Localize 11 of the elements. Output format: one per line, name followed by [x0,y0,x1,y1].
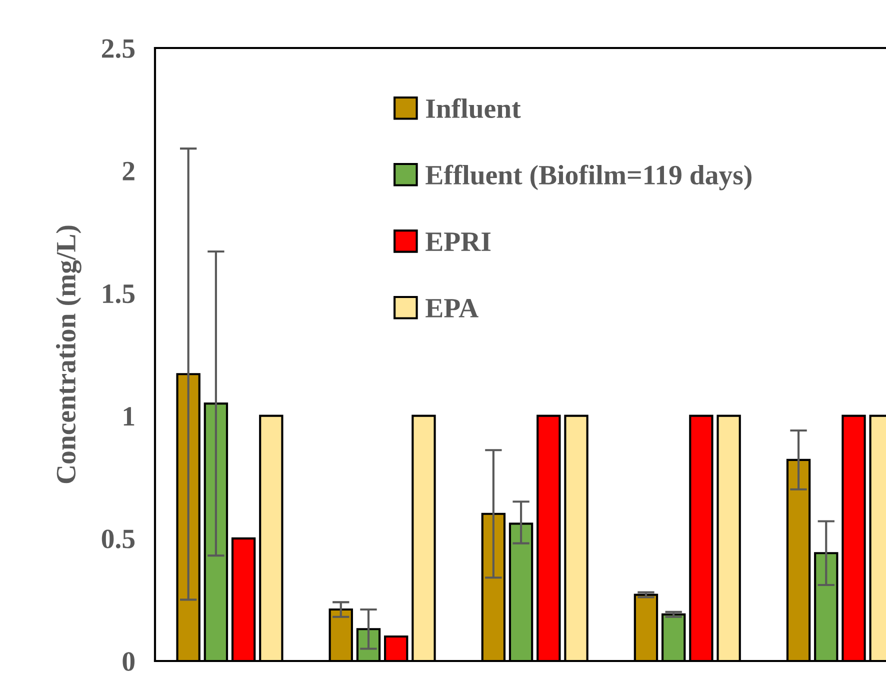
legend-label: Influent [426,98,521,118]
y-tick-label: 0 [122,652,134,671]
legend-label: Effluent (Biofilm=119 days) [426,164,752,190]
y-tick-label: 2 [122,162,134,180]
legend-label: EPA [426,298,478,318]
y-tick-label: 2.5 [102,39,135,58]
legend-label: EPRI [426,232,491,251]
y-tick-label: 1.5 [103,284,135,304]
y-axis-title: Concentration (mg/L) [56,226,82,484]
y-tick-label: 1 [124,407,134,426]
y-tick-label: 0.5 [102,530,135,548]
